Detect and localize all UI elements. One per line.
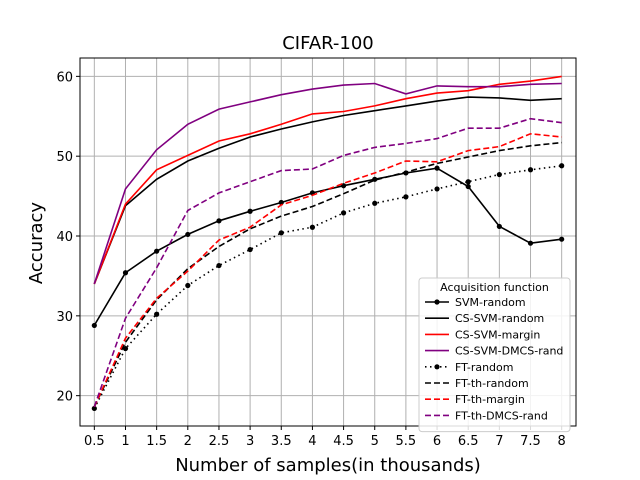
x-tick-label: 3.5: [271, 434, 292, 449]
series-point-ft-random: [247, 246, 253, 253]
legend-label: CS-SVM-random: [455, 312, 544, 325]
legend-label: FT-th-margin: [455, 393, 525, 406]
x-tick-label: 4.5: [333, 434, 354, 449]
x-tick-label: 8: [558, 434, 566, 449]
series-point-svm-random: [434, 165, 440, 171]
x-tick-label: 3: [246, 434, 254, 449]
x-axis: 0.5 1 1.5 2 2.5 3 3.5 4 4.5 5 5.5 6 6.5 7 7.5 8: [84, 426, 566, 449]
y-axis-title: Accuracy: [26, 202, 47, 285]
series-point-ft-random: [278, 230, 284, 236]
series-line-ft-th-dmcs-rand: [93, 117, 562, 408]
series-line-cs-svm-dmcs-rand: [93, 82, 562, 285]
x-tick-label: 6: [433, 434, 441, 449]
x-tick-label: 4: [308, 434, 316, 449]
series-point-ft-random: [465, 179, 471, 185]
legend-label: FT-th-DMCS-rand: [455, 409, 548, 422]
series-point-ft-random: [154, 311, 160, 317]
y-axis: 20 30 40 50 60: [56, 70, 80, 405]
legend: Acquisition function SVM-random CS-SVM-ran…: [418, 277, 571, 433]
x-tick-label: 5: [371, 434, 379, 449]
series-point-ft-random: [496, 171, 502, 178]
legend-label: CS-SVM-margin: [455, 328, 540, 341]
y-tick-label: 60: [56, 70, 73, 85]
series-line-svm-random: [93, 167, 562, 326]
series-point-ft-random: [91, 405, 97, 412]
series-point-ft-random: [340, 210, 347, 216]
legend-label: SVM-random: [455, 296, 526, 309]
series-point-ft-random: [434, 186, 440, 192]
x-tick-label: 1: [121, 434, 129, 449]
series-point-svm-random: [185, 231, 191, 238]
series-point-svm-random: [91, 322, 97, 329]
legend-swatch-marker: [434, 364, 440, 370]
series-point-svm-random: [465, 183, 471, 190]
series-line-ft-random: [93, 165, 562, 409]
series-point-ft-random: [309, 224, 316, 230]
series-point-ft-random: [372, 200, 378, 206]
y-tick-label: 40: [56, 230, 73, 245]
series-point-ft-random: [185, 282, 191, 289]
x-tick-label: 7: [495, 434, 503, 449]
x-tick-label: 2: [184, 434, 192, 449]
chart-title: CIFAR-100: [282, 33, 374, 54]
series-line-ft-th-margin: [93, 132, 562, 408]
legend-swatch-marker: [434, 299, 440, 305]
y-tick-label: 20: [56, 390, 73, 405]
series-point-ft-random: [559, 163, 565, 169]
series-group: [91, 75, 565, 412]
x-tick-label: 2.5: [209, 434, 230, 449]
x-tick-label: 5.5: [396, 434, 417, 449]
series-point-ft-random: [403, 194, 409, 200]
legend-box: [418, 277, 571, 433]
series-line-cs-svm-random: [93, 96, 562, 285]
series-point-svm-random: [247, 208, 253, 214]
y-tick-label: 30: [56, 310, 73, 325]
x-tick-label: 6.5: [458, 434, 479, 449]
x-axis-title: Number of samples(in thousands): [175, 455, 481, 476]
series-point-ft-random: [527, 167, 534, 173]
y-tick-label: 50: [56, 150, 73, 165]
x-tick-label: 0.5: [84, 434, 105, 449]
series-point-svm-random: [154, 248, 160, 254]
series-point-svm-random: [216, 218, 222, 224]
series-point-ft-random: [122, 345, 129, 352]
x-tick-label: 7.5: [520, 434, 541, 449]
series-point-svm-random: [496, 223, 502, 230]
series-point-svm-random: [527, 240, 534, 246]
series-point-svm-random: [122, 270, 129, 276]
x-tick-label: 1.5: [146, 434, 167, 449]
legend-label: FT-random: [455, 361, 513, 374]
legend-title: Acquisition function: [440, 281, 549, 294]
legend-label: CS-SVM-DMCS-rand: [455, 345, 563, 358]
series-point-ft-random: [216, 262, 222, 269]
plot-frame: [79, 57, 577, 427]
legend-label: FT-th-random: [455, 377, 529, 390]
series-point-svm-random: [559, 236, 565, 242]
